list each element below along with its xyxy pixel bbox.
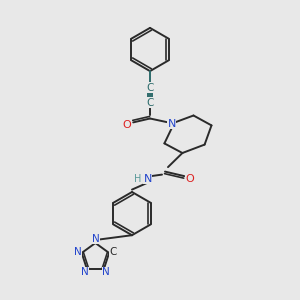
Text: C: C <box>146 82 154 93</box>
Text: N: N <box>92 234 99 244</box>
Text: N: N <box>74 247 82 257</box>
Text: O: O <box>122 120 131 130</box>
Text: N: N <box>143 173 152 184</box>
Text: C: C <box>110 247 117 257</box>
Text: C: C <box>146 98 154 108</box>
Text: N: N <box>103 267 110 278</box>
Text: H: H <box>134 173 141 184</box>
Text: O: O <box>185 173 194 184</box>
Text: N: N <box>167 118 176 129</box>
Text: N: N <box>81 267 88 278</box>
